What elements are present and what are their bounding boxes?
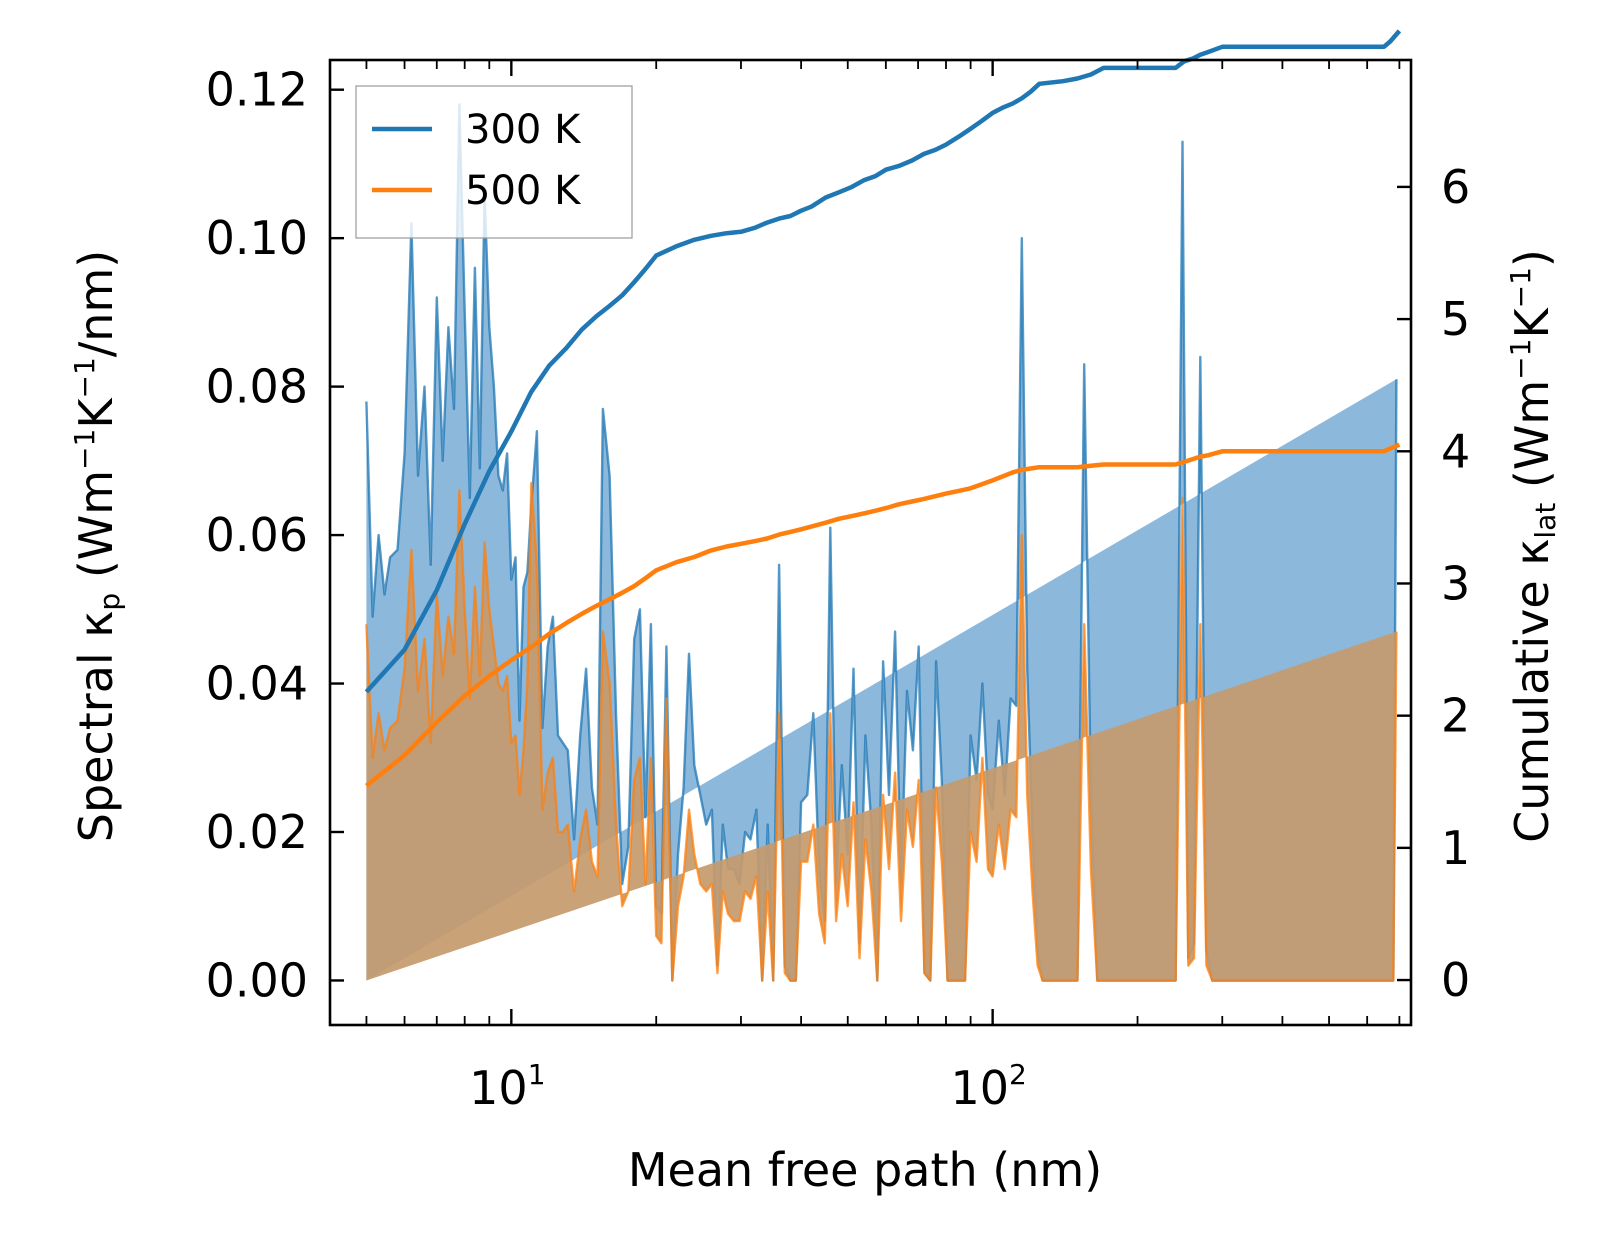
y-right-tick-label: 3 (1441, 556, 1470, 610)
y-left-tick-label: 0.10 (206, 211, 308, 265)
legend-box (355, 85, 633, 239)
axis-ticks (330, 60, 1411, 1025)
y-axis-left-title: Spectral κp (Wm−1K−1/nm) (68, 250, 126, 842)
y-left-tick-label: 0.08 (206, 360, 308, 414)
y-right-tick-label: 5 (1441, 292, 1470, 346)
y-right-tick-label: 1 (1441, 821, 1470, 875)
legend-label-500k: 500 K (465, 168, 582, 214)
y-left-tick-label: 0.06 (206, 508, 308, 562)
spectral-area-500k (366, 483, 1397, 981)
legend-label-300k: 300 K (465, 107, 582, 153)
y-left-tick-label: 0.00 (206, 953, 308, 1007)
y-right-tick-label: 0 (1441, 953, 1470, 1007)
plot-frame (328, 58, 1413, 1027)
x-tick-label: 101 (469, 1058, 545, 1115)
tick-labels: 0.00 0.02 0.04 0.06 0.08 0.10 0.12 0 1 2 3 4 5 6 101 10… (206, 63, 1471, 1115)
y-right-tick-label: 6 (1441, 160, 1470, 214)
spectral-line-500k (365, 481, 1398, 982)
y-left-tick-label: 0.02 (206, 805, 308, 859)
y-right-tick-label: 4 (1441, 424, 1470, 478)
cumulative-line-500k (364, 442, 1401, 788)
y-right-tick-label: 2 (1441, 689, 1470, 743)
x-axis-title: Mean free path (nm) (628, 1143, 1102, 1197)
spectral-fills (365, 103, 1398, 982)
y-left-tick-label: 0.12 (206, 63, 308, 117)
legend: 300 K 500 K (355, 85, 633, 239)
spectral-line-300k (365, 103, 1398, 982)
y-left-tick-label: 0.04 (206, 657, 308, 711)
x-tick-label: 102 (950, 1058, 1026, 1115)
y-axis-right-title: Cumulative κlat (Wm−1K−1) (1504, 249, 1562, 843)
